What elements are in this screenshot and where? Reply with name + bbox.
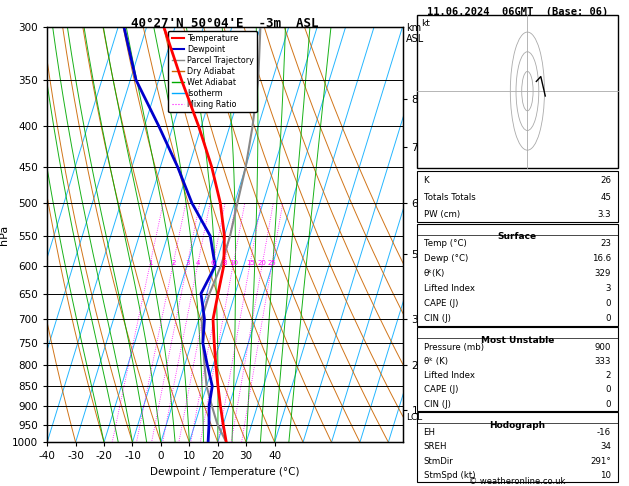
- Text: Most Unstable: Most Unstable: [481, 336, 554, 345]
- Text: Surface: Surface: [498, 232, 537, 242]
- Text: Totals Totals: Totals Totals: [423, 193, 476, 202]
- Bar: [417, 412, 618, 482]
- Text: 15: 15: [246, 260, 255, 266]
- Text: km
ASL: km ASL: [406, 22, 425, 44]
- Text: CIN (J): CIN (J): [423, 314, 450, 323]
- Text: SREH: SREH: [423, 442, 447, 451]
- Text: Temp (°C): Temp (°C): [423, 240, 466, 248]
- Text: θᵏ(K): θᵏ(K): [423, 269, 445, 278]
- Text: 0: 0: [606, 314, 611, 323]
- Text: StmSpd (kt): StmSpd (kt): [423, 471, 475, 480]
- Text: 333: 333: [594, 357, 611, 366]
- Text: CIN (J): CIN (J): [423, 400, 450, 409]
- Text: 45: 45: [600, 193, 611, 202]
- Text: Hodograph: Hodograph: [489, 421, 545, 430]
- Text: 26: 26: [600, 176, 611, 185]
- Text: 0: 0: [606, 385, 611, 395]
- Text: K: K: [423, 176, 429, 185]
- Text: CAPE (J): CAPE (J): [423, 299, 458, 309]
- Text: 0: 0: [606, 299, 611, 309]
- Text: 2: 2: [606, 371, 611, 380]
- Text: 10: 10: [229, 260, 238, 266]
- Text: 23: 23: [600, 240, 611, 248]
- Text: Lifted Index: Lifted Index: [423, 371, 474, 380]
- Text: -16: -16: [597, 428, 611, 437]
- Text: Lifted Index: Lifted Index: [423, 284, 474, 294]
- Text: PW (cm): PW (cm): [423, 210, 460, 219]
- Bar: [417, 224, 618, 326]
- Text: 25: 25: [268, 260, 277, 266]
- Bar: [417, 171, 618, 222]
- Text: 3: 3: [186, 260, 190, 266]
- Text: 40°27'N 50°04'E  -3m  ASL: 40°27'N 50°04'E -3m ASL: [131, 17, 319, 30]
- Text: © weatheronline.co.uk: © weatheronline.co.uk: [469, 476, 565, 486]
- Text: θᵏ (K): θᵏ (K): [423, 357, 448, 366]
- Text: kt: kt: [421, 19, 430, 29]
- Text: 8: 8: [222, 260, 226, 266]
- Text: 1: 1: [148, 260, 152, 266]
- Text: 3.3: 3.3: [598, 210, 611, 219]
- Text: Pressure (mb): Pressure (mb): [423, 343, 484, 351]
- Text: 900: 900: [595, 343, 611, 351]
- Text: Dewp (°C): Dewp (°C): [423, 255, 468, 263]
- Text: 20: 20: [258, 260, 267, 266]
- Legend: Temperature, Dewpoint, Parcel Trajectory, Dry Adiabat, Wet Adiabat, Isotherm, Mi: Temperature, Dewpoint, Parcel Trajectory…: [169, 31, 257, 112]
- Text: 329: 329: [595, 269, 611, 278]
- Text: EH: EH: [423, 428, 435, 437]
- Bar: [417, 15, 618, 168]
- Y-axis label: hPa: hPa: [0, 225, 9, 244]
- Text: 10: 10: [600, 471, 611, 480]
- Text: 2: 2: [171, 260, 175, 266]
- Text: 6: 6: [211, 260, 216, 266]
- Text: 11.06.2024  06GMT  (Base: 06): 11.06.2024 06GMT (Base: 06): [426, 7, 608, 17]
- Text: 0: 0: [606, 400, 611, 409]
- Text: 291°: 291°: [591, 457, 611, 466]
- Text: 4: 4: [196, 260, 200, 266]
- Text: StmDir: StmDir: [423, 457, 454, 466]
- Bar: [417, 327, 618, 411]
- Text: 34: 34: [600, 442, 611, 451]
- Text: Mixing Ratio (g/kg): Mixing Ratio (g/kg): [418, 254, 426, 340]
- Text: LCL: LCL: [406, 413, 422, 422]
- Text: 16.6: 16.6: [592, 255, 611, 263]
- Text: 3: 3: [606, 284, 611, 294]
- Text: CAPE (J): CAPE (J): [423, 385, 458, 395]
- X-axis label: Dewpoint / Temperature (°C): Dewpoint / Temperature (°C): [150, 467, 299, 477]
